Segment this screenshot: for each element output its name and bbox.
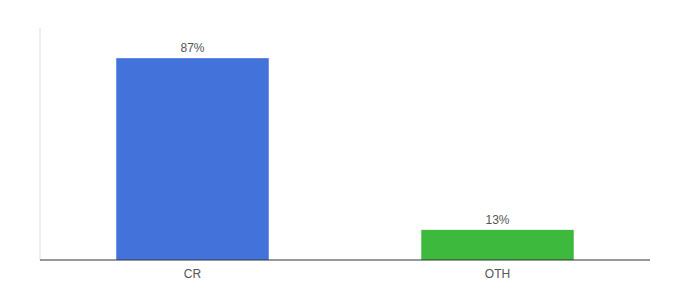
bar: [421, 230, 574, 260]
bar: [116, 58, 269, 260]
data-label: 13%: [485, 213, 509, 227]
y-axis-line: [40, 28, 41, 260]
page: {"chart_data": {"type": "bar", "categori…: [0, 0, 680, 300]
x-tick-label: OTH: [485, 267, 510, 281]
bars: [116, 58, 574, 260]
chart-container: CR OTH 87% 13%: [0, 0, 680, 300]
x-tick-label: CR: [184, 267, 202, 281]
data-label: 87%: [180, 41, 204, 55]
chart-svg: CR OTH 87% 13%: [0, 0, 680, 300]
x-axis-line: [40, 259, 650, 260]
